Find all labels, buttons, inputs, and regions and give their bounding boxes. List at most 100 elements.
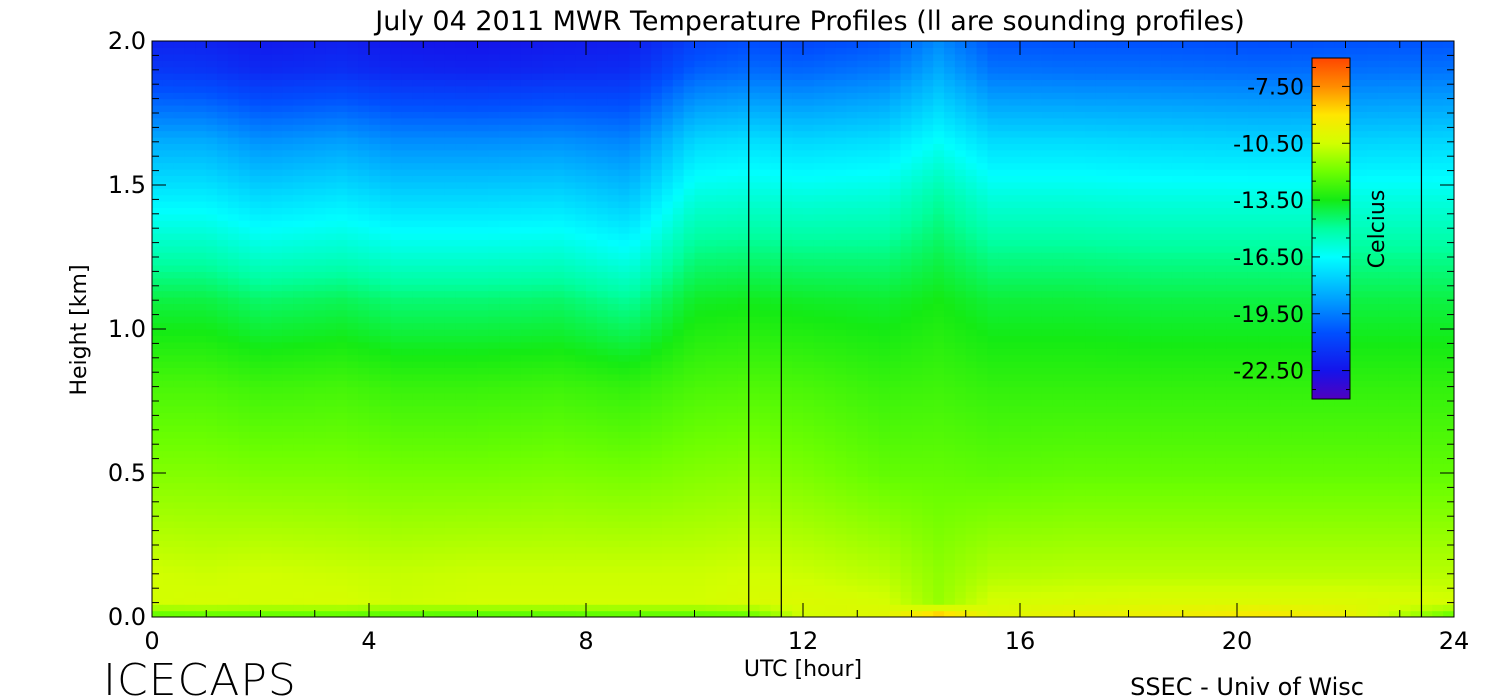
heatmap-cell xyxy=(162,521,175,528)
heatmap-cell xyxy=(531,393,544,400)
heatmap-cell xyxy=(629,188,641,196)
heatmap-cell xyxy=(564,60,576,68)
heatmap-cell xyxy=(162,425,175,432)
heatmap-cell xyxy=(227,41,240,48)
heatmap-cell xyxy=(282,501,294,509)
heatmap-cell xyxy=(531,482,544,490)
heatmap-cell xyxy=(651,53,663,61)
heatmap-cell xyxy=(705,143,717,151)
heatmap-cell xyxy=(390,412,403,420)
heatmap-cell xyxy=(683,79,696,87)
heatmap-cell xyxy=(661,207,674,215)
heatmap-cell xyxy=(325,425,338,432)
heatmap-cell xyxy=(705,41,717,48)
heatmap-cell xyxy=(499,604,511,612)
heatmap-cell xyxy=(661,469,674,477)
heatmap-cell xyxy=(347,169,359,176)
heatmap-cell xyxy=(727,233,739,240)
heatmap-cell xyxy=(282,591,294,599)
heatmap-cell xyxy=(499,98,511,106)
heatmap-cell xyxy=(249,514,262,522)
heatmap-cell xyxy=(444,354,457,362)
heatmap-cell xyxy=(618,252,630,260)
heatmap-cell xyxy=(488,201,500,208)
heatmap-cell xyxy=(238,53,251,61)
heatmap-cell xyxy=(651,489,663,496)
heatmap-cell xyxy=(260,565,272,573)
heatmap-cell xyxy=(455,117,468,125)
heatmap-cell xyxy=(737,265,750,272)
heatmap-cell xyxy=(379,437,392,445)
heatmap-cell xyxy=(195,578,207,586)
heatmap-cell xyxy=(575,156,587,164)
heatmap-cell xyxy=(618,553,630,560)
heatmap-cell xyxy=(412,233,424,240)
heatmap-cell xyxy=(553,399,565,407)
heatmap-cell xyxy=(152,316,164,324)
heatmap-cell xyxy=(466,143,479,151)
heatmap-cell xyxy=(737,399,750,407)
heatmap-cell xyxy=(347,271,359,279)
heatmap-cell xyxy=(575,597,587,605)
heatmap-cell xyxy=(651,335,663,343)
heatmap-cell xyxy=(227,233,240,240)
heatmap-cell xyxy=(520,444,533,452)
heatmap-cell xyxy=(748,367,761,375)
heatmap-cell xyxy=(347,111,359,119)
heatmap-cell xyxy=(607,284,620,292)
heatmap-cell xyxy=(293,354,305,362)
heatmap-cell xyxy=(412,469,424,477)
heatmap-cell xyxy=(510,137,522,144)
heatmap-cell xyxy=(173,290,186,298)
heatmap-cell xyxy=(347,162,359,170)
heatmap-cell xyxy=(455,572,468,580)
heatmap-cell xyxy=(651,156,663,164)
heatmap-cell xyxy=(423,277,435,285)
heatmap-cell xyxy=(477,277,489,285)
heatmap-cell xyxy=(651,194,663,202)
heatmap-cell xyxy=(412,482,424,490)
heatmap-cell xyxy=(542,322,555,330)
heatmap-cell xyxy=(206,226,218,234)
heatmap-cell xyxy=(260,85,272,93)
heatmap-cell xyxy=(369,66,381,74)
heatmap-cell xyxy=(227,489,240,496)
heatmap-cell xyxy=(661,98,674,106)
heatmap-cell xyxy=(369,521,381,528)
heatmap-cell xyxy=(575,361,587,368)
heatmap-cell xyxy=(640,450,652,458)
heatmap-cell xyxy=(314,559,327,567)
heatmap-cell xyxy=(314,290,327,298)
heatmap-cell xyxy=(249,361,262,368)
heatmap-cell xyxy=(390,533,403,541)
heatmap-cell xyxy=(586,162,598,170)
heatmap-cell xyxy=(575,412,587,420)
heatmap-cell xyxy=(227,85,240,93)
heatmap-cell xyxy=(618,444,630,452)
heatmap-cell xyxy=(477,412,489,420)
heatmap-cell xyxy=(564,341,576,349)
heatmap-cell xyxy=(564,373,576,381)
heatmap-cell xyxy=(466,137,479,144)
heatmap-cell xyxy=(629,175,641,183)
heatmap-cell xyxy=(596,156,609,164)
heatmap-cell xyxy=(390,284,403,292)
heatmap-cell xyxy=(412,213,424,221)
heatmap-cell xyxy=(499,373,511,381)
heatmap-cell xyxy=(575,540,587,548)
heatmap-cell xyxy=(195,181,207,189)
heatmap-cell xyxy=(488,386,500,394)
heatmap-cell xyxy=(586,303,598,311)
heatmap-cell xyxy=(271,533,283,541)
heatmap-cell xyxy=(325,60,338,68)
heatmap-cell xyxy=(423,162,435,170)
heatmap-cell xyxy=(640,495,652,503)
heatmap-cell xyxy=(455,469,468,477)
heatmap-cell xyxy=(336,239,348,247)
heatmap-cell xyxy=(206,437,218,445)
heatmap-cell xyxy=(303,393,316,400)
heatmap-cell xyxy=(325,66,338,74)
heatmap-cell xyxy=(488,565,500,573)
heatmap-cell xyxy=(271,117,283,125)
heatmap-cell xyxy=(434,220,446,228)
